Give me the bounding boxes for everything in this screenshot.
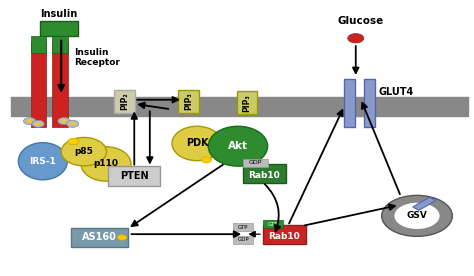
Text: GTP: GTP — [238, 225, 248, 230]
Circle shape — [117, 235, 127, 240]
Text: GSV: GSV — [407, 211, 428, 220]
Text: PIP₂: PIP₂ — [120, 92, 129, 110]
Text: PDK: PDK — [186, 139, 208, 148]
Circle shape — [66, 120, 79, 127]
FancyBboxPatch shape — [233, 235, 253, 244]
Text: IRS-1: IRS-1 — [29, 157, 56, 166]
Text: PIP₃: PIP₃ — [242, 94, 251, 112]
Circle shape — [62, 120, 66, 123]
Circle shape — [68, 138, 79, 145]
Ellipse shape — [81, 147, 131, 181]
FancyBboxPatch shape — [52, 36, 68, 53]
Text: p110: p110 — [93, 160, 118, 168]
Ellipse shape — [18, 143, 67, 180]
Text: PIP₃: PIP₃ — [184, 92, 193, 110]
Text: GDP: GDP — [249, 161, 262, 166]
Circle shape — [394, 203, 439, 229]
Text: AS160: AS160 — [82, 232, 117, 242]
Text: Akt: Akt — [228, 141, 248, 151]
Circle shape — [348, 34, 364, 43]
Text: GDP: GDP — [237, 237, 249, 242]
Circle shape — [36, 123, 40, 125]
FancyBboxPatch shape — [31, 43, 46, 127]
FancyBboxPatch shape — [243, 164, 285, 182]
Circle shape — [58, 118, 70, 124]
Ellipse shape — [208, 126, 268, 166]
FancyBboxPatch shape — [243, 159, 268, 167]
Polygon shape — [413, 197, 436, 210]
Circle shape — [201, 157, 211, 163]
FancyBboxPatch shape — [115, 90, 135, 113]
FancyBboxPatch shape — [237, 91, 257, 114]
Circle shape — [382, 195, 452, 236]
Ellipse shape — [61, 137, 107, 166]
FancyBboxPatch shape — [40, 21, 78, 36]
Circle shape — [24, 118, 36, 124]
Circle shape — [70, 123, 75, 125]
FancyBboxPatch shape — [263, 225, 306, 244]
Text: p85: p85 — [74, 147, 93, 156]
FancyBboxPatch shape — [52, 43, 68, 127]
Text: Rab10: Rab10 — [268, 232, 300, 241]
FancyBboxPatch shape — [264, 220, 283, 228]
FancyBboxPatch shape — [178, 90, 199, 113]
FancyBboxPatch shape — [233, 223, 253, 232]
FancyBboxPatch shape — [31, 36, 46, 53]
Circle shape — [27, 120, 32, 123]
Text: GLUT4: GLUT4 — [378, 87, 414, 97]
Ellipse shape — [172, 126, 222, 161]
FancyBboxPatch shape — [71, 228, 128, 247]
Circle shape — [32, 120, 44, 127]
FancyBboxPatch shape — [364, 79, 375, 127]
Text: Rab10: Rab10 — [248, 171, 280, 180]
FancyBboxPatch shape — [11, 97, 468, 116]
Text: Insulin
Receptor: Insulin Receptor — [74, 48, 120, 67]
Text: GTP: GTP — [268, 222, 279, 227]
FancyBboxPatch shape — [109, 166, 160, 186]
Text: Glucose: Glucose — [337, 15, 383, 25]
Text: Insulin: Insulin — [40, 9, 78, 19]
FancyBboxPatch shape — [344, 79, 355, 127]
Text: PTEN: PTEN — [120, 171, 148, 181]
